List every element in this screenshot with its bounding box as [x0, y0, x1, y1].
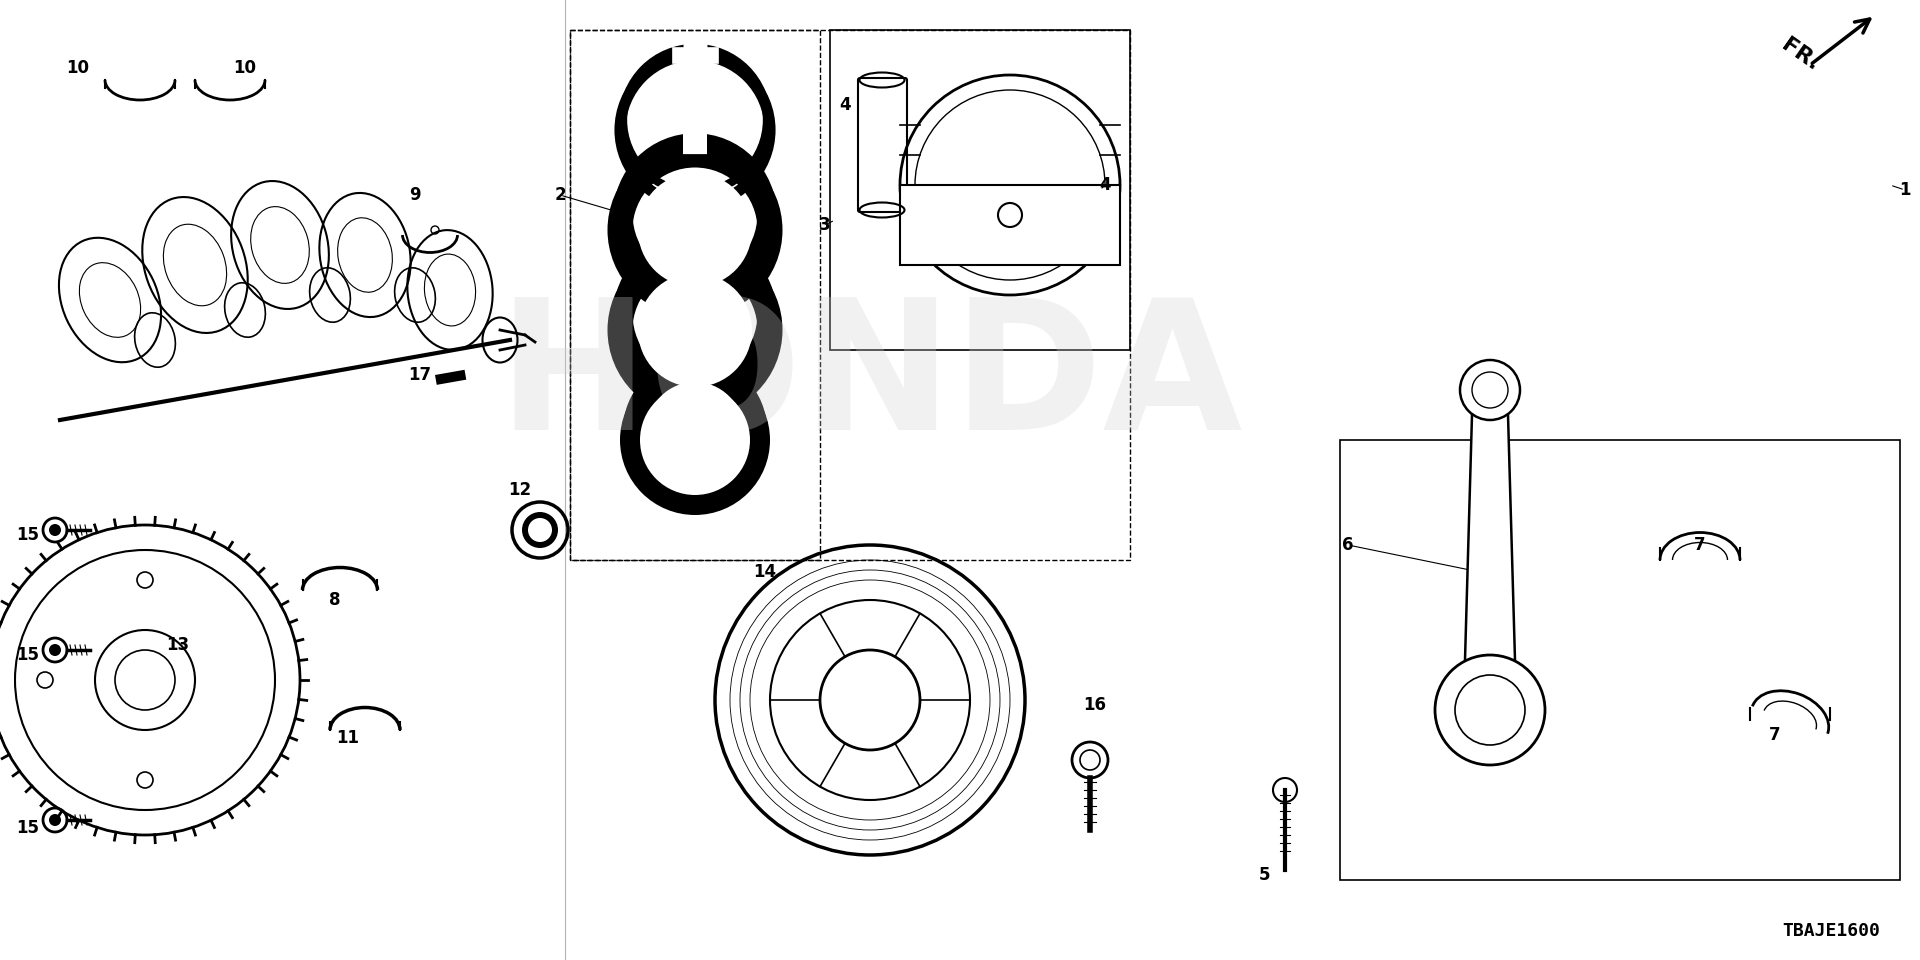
Circle shape: [50, 524, 61, 536]
Text: 15: 15: [17, 526, 40, 544]
Bar: [436, 370, 467, 385]
FancyBboxPatch shape: [858, 78, 906, 212]
Text: 1: 1: [1899, 181, 1910, 199]
Text: FR.: FR.: [1778, 36, 1822, 75]
Text: 15: 15: [17, 646, 40, 664]
Circle shape: [637, 173, 753, 287]
Circle shape: [620, 365, 770, 515]
Text: 8: 8: [328, 591, 340, 609]
Text: 6: 6: [1342, 536, 1354, 554]
Text: 17: 17: [409, 366, 432, 384]
Text: 13: 13: [167, 636, 190, 654]
Text: 2: 2: [555, 186, 566, 204]
Text: 7: 7: [1768, 726, 1782, 744]
Circle shape: [50, 644, 61, 656]
Text: 10: 10: [234, 59, 257, 77]
Circle shape: [637, 273, 753, 387]
Bar: [570, 30, 1131, 560]
Text: 12: 12: [509, 481, 532, 499]
Text: TBAJE1600: TBAJE1600: [1782, 922, 1880, 940]
Bar: [570, 30, 820, 560]
Text: 4: 4: [1098, 176, 1112, 194]
Circle shape: [50, 814, 61, 826]
Circle shape: [622, 358, 766, 502]
Text: 9: 9: [409, 186, 420, 204]
FancyBboxPatch shape: [900, 185, 1119, 265]
Text: 14: 14: [753, 563, 776, 581]
Polygon shape: [1465, 415, 1515, 660]
Circle shape: [647, 382, 743, 478]
Text: HONDA: HONDA: [497, 292, 1242, 468]
Circle shape: [528, 518, 553, 542]
Text: 5: 5: [1260, 866, 1271, 884]
Text: 10: 10: [67, 59, 90, 77]
Text: 4: 4: [839, 96, 851, 114]
Text: 7: 7: [1693, 536, 1705, 554]
Circle shape: [522, 512, 559, 548]
Text: 11: 11: [336, 729, 359, 747]
Circle shape: [639, 385, 751, 495]
Bar: [829, 30, 1131, 350]
Text: 3: 3: [820, 216, 831, 234]
Text: 15: 15: [17, 819, 40, 837]
Text: 16: 16: [1083, 696, 1106, 714]
Bar: [1340, 440, 1901, 880]
